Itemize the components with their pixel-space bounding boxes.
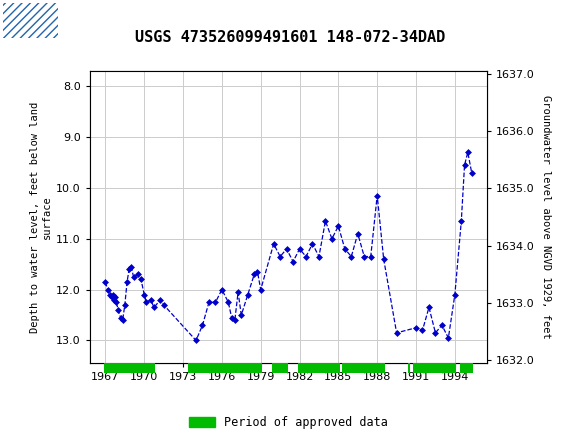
Text: USGS 473526099491601 148-072-34DAD: USGS 473526099491601 148-072-34DAD (135, 30, 445, 45)
Polygon shape (408, 363, 409, 373)
Bar (3, 3, 58, 37)
Polygon shape (342, 363, 385, 373)
Polygon shape (298, 363, 340, 373)
Y-axis label: Depth to water level, feet below land
surface: Depth to water level, feet below land su… (30, 101, 52, 333)
Bar (3, 3, 58, 37)
Polygon shape (460, 363, 473, 373)
Y-axis label: Groundwater level above NGVD 1929, feet: Groundwater level above NGVD 1929, feet (541, 95, 550, 339)
Polygon shape (414, 363, 456, 373)
Text: USGS: USGS (67, 12, 122, 29)
Polygon shape (104, 363, 155, 373)
Polygon shape (188, 363, 262, 373)
Legend: Period of approved data: Period of approved data (184, 411, 393, 430)
Polygon shape (273, 363, 288, 373)
